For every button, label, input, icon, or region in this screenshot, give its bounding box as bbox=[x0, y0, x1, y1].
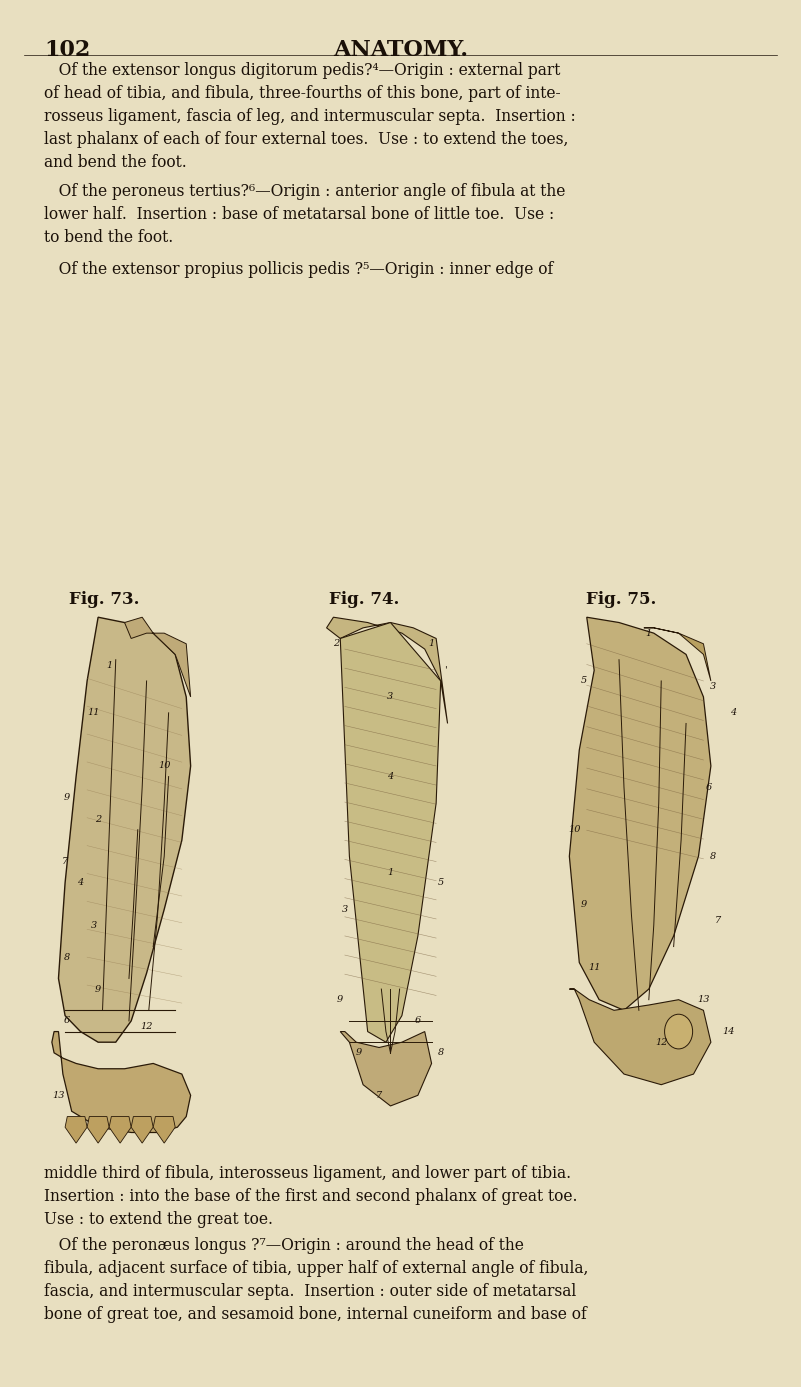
Text: 14: 14 bbox=[722, 1026, 735, 1036]
Text: 13: 13 bbox=[697, 996, 710, 1004]
Polygon shape bbox=[644, 628, 711, 681]
Polygon shape bbox=[131, 1117, 153, 1143]
Text: 9: 9 bbox=[337, 996, 344, 1004]
Text: 12: 12 bbox=[140, 1022, 153, 1031]
Polygon shape bbox=[340, 623, 441, 1042]
Polygon shape bbox=[87, 1117, 109, 1143]
Polygon shape bbox=[65, 1117, 87, 1143]
Text: 7: 7 bbox=[62, 857, 68, 865]
Text: 1: 1 bbox=[646, 628, 652, 638]
Text: 1: 1 bbox=[106, 660, 112, 670]
Text: 9: 9 bbox=[64, 793, 70, 802]
Ellipse shape bbox=[665, 1014, 693, 1049]
Text: 6: 6 bbox=[415, 1017, 421, 1025]
Text: ': ' bbox=[444, 666, 447, 675]
Text: Of the extensor propius pollicis pedis ?⁵—Origin : inner edge of: Of the extensor propius pollicis pedis ?… bbox=[44, 261, 553, 277]
Polygon shape bbox=[52, 1032, 191, 1133]
Text: Of the peronæus longus ?⁷—Origin : around the head of the
fibula, adjacent surfa: Of the peronæus longus ?⁷—Origin : aroun… bbox=[44, 1237, 589, 1323]
Text: 7: 7 bbox=[715, 915, 722, 925]
Text: 5: 5 bbox=[437, 878, 444, 888]
Polygon shape bbox=[153, 1117, 175, 1143]
Text: ANATOMY.: ANATOMY. bbox=[333, 39, 468, 61]
Text: 102: 102 bbox=[44, 39, 91, 61]
Text: Fig. 75.: Fig. 75. bbox=[586, 591, 656, 608]
Polygon shape bbox=[327, 617, 448, 724]
Text: 4: 4 bbox=[78, 878, 83, 888]
Polygon shape bbox=[125, 617, 191, 696]
Text: 8: 8 bbox=[437, 1049, 444, 1057]
Text: 9: 9 bbox=[581, 900, 587, 908]
Text: 8: 8 bbox=[64, 953, 70, 961]
Polygon shape bbox=[58, 617, 191, 1042]
Text: Of the peroneus tertius?⁶—Origin : anterior angle of fibula at the
lower half.  : Of the peroneus tertius?⁶—Origin : anter… bbox=[44, 183, 566, 245]
Text: 3: 3 bbox=[710, 682, 717, 691]
Text: 11: 11 bbox=[87, 709, 100, 717]
Text: 6: 6 bbox=[64, 1017, 70, 1025]
Text: 2: 2 bbox=[332, 639, 339, 648]
Text: middle third of fibula, interosseus ligament, and lower part of tibia.
Insertion: middle third of fibula, interosseus liga… bbox=[44, 1165, 578, 1227]
Text: 3: 3 bbox=[91, 921, 97, 929]
Text: 12: 12 bbox=[655, 1037, 667, 1047]
Text: 9: 9 bbox=[95, 985, 101, 993]
Text: 2: 2 bbox=[95, 814, 101, 824]
Text: Fig. 73.: Fig. 73. bbox=[69, 591, 139, 608]
Polygon shape bbox=[570, 617, 711, 1010]
Text: 3: 3 bbox=[342, 904, 348, 914]
Text: 10: 10 bbox=[568, 825, 581, 834]
Text: 13: 13 bbox=[52, 1090, 65, 1100]
Polygon shape bbox=[109, 1117, 131, 1143]
Polygon shape bbox=[570, 989, 711, 1085]
Text: 4: 4 bbox=[388, 773, 393, 781]
Polygon shape bbox=[340, 1032, 432, 1105]
Text: 1: 1 bbox=[429, 639, 435, 648]
Text: 5: 5 bbox=[581, 677, 587, 685]
Text: 11: 11 bbox=[588, 964, 601, 972]
Text: 10: 10 bbox=[158, 761, 171, 770]
Text: 3: 3 bbox=[388, 692, 393, 702]
Text: 7: 7 bbox=[376, 1090, 382, 1100]
Text: Of the extensor longus digitorum pedis?⁴—Origin : external part
of head of tibia: Of the extensor longus digitorum pedis?⁴… bbox=[44, 62, 576, 171]
Text: 8: 8 bbox=[710, 852, 717, 861]
Text: 1: 1 bbox=[388, 868, 393, 877]
Text: Fig. 74.: Fig. 74. bbox=[329, 591, 400, 608]
Text: 9: 9 bbox=[356, 1049, 362, 1057]
Text: 4: 4 bbox=[730, 709, 736, 717]
Text: 6: 6 bbox=[705, 782, 711, 792]
